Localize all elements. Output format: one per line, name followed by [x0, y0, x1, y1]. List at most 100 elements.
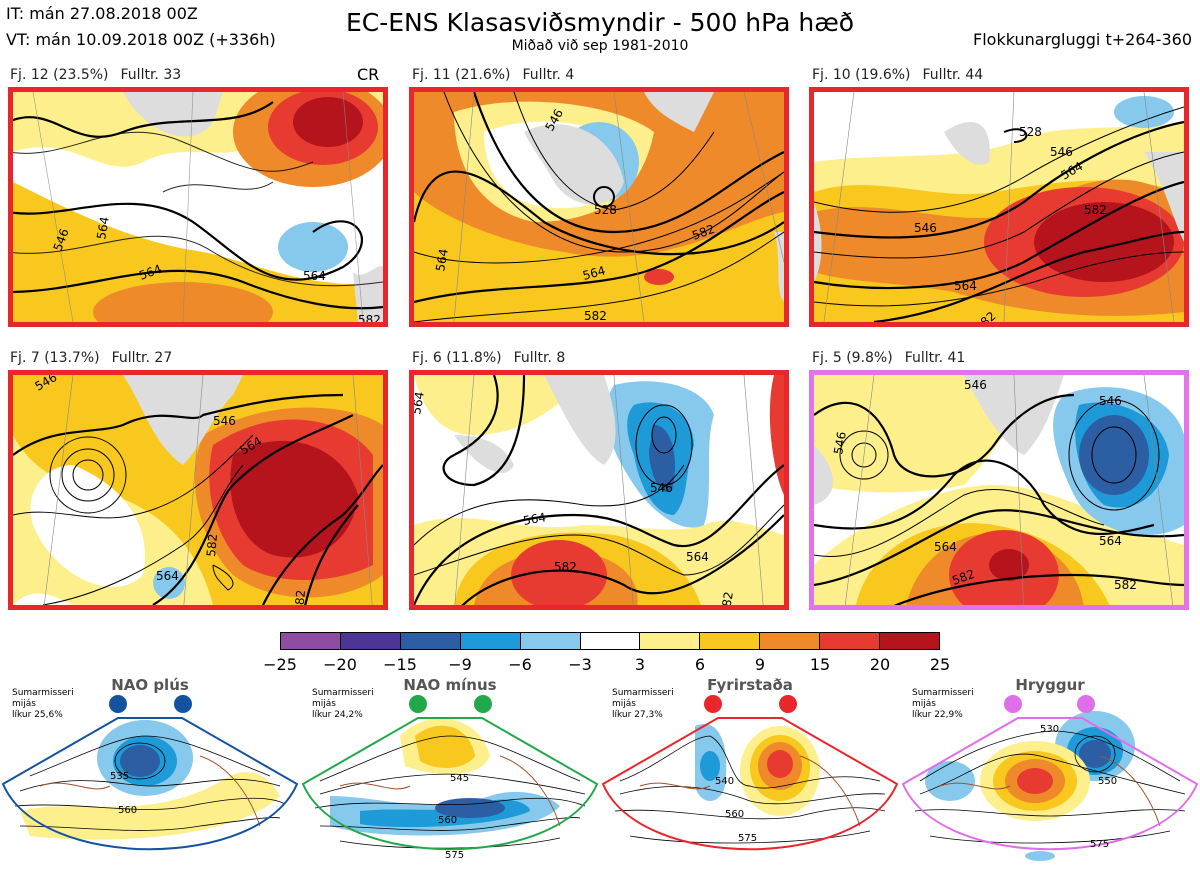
contour-label: 564 — [303, 269, 326, 283]
colorbar-segment — [880, 633, 939, 649]
cluster-representative: Fulltr. 44 — [922, 67, 984, 83]
colorbar-segment — [340, 633, 401, 649]
contour-label: 582 — [292, 589, 308, 610]
regime-season: Sumarmisseri — [912, 688, 974, 698]
page-title: EC-ENS Klasasviðsmyndir - 500 hPa hæð — [345, 8, 855, 37]
contour-label: 540 — [715, 776, 734, 787]
colorbar-segment — [760, 633, 821, 649]
cr-label: CR — [357, 65, 380, 84]
regime-map: 545 560 575 NAO mínus Sumarmisseri mijás… — [300, 676, 600, 871]
regime-season: Sumarmisseri — [612, 688, 674, 698]
regime-map: 540 560 575 Fyrirstaða Sumarmisseri mijá… — [600, 676, 900, 871]
cluster-name: Fj. 7 (13.7%) — [10, 350, 100, 366]
contour-label: 575 — [445, 850, 464, 861]
colorbar-tick: −20 — [323, 655, 357, 674]
regime-season: Sumarmisseri — [312, 688, 374, 698]
regime-marker-dot — [109, 695, 127, 713]
contour-label: 564 — [581, 263, 607, 282]
contour-label: 564 — [433, 248, 451, 273]
regime-marker-dot — [779, 695, 797, 713]
regime-name: NAO plús — [111, 676, 189, 694]
cluster-representative: Fulltr. 4 — [522, 67, 575, 83]
map-canvas: 546 546 546 564 564 582 582 — [814, 375, 1184, 605]
cluster-name: Fj. 10 (19.6%) — [812, 67, 911, 83]
cluster-label: Fj. 10 (19.6%) Fulltr. 44 — [812, 67, 995, 83]
contour-label: 546 — [1050, 145, 1073, 159]
cluster-label: Fj. 12 (23.5%) Fulltr. 33 — [10, 67, 193, 83]
regime-probability: líkur 25,6% — [12, 710, 63, 720]
regime-marker-dot — [1077, 695, 1095, 713]
cluster-representative: Fulltr. 41 — [904, 350, 966, 366]
regime-name: Hryggur — [1015, 676, 1085, 694]
regime-map: 530 550 575 Hryggur Sumarmisseri mijás l… — [900, 676, 1200, 871]
contour-label: 546 — [650, 481, 673, 495]
cluster-name: Fj. 12 (23.5%) — [10, 67, 109, 83]
regime-canvas: 535 560 — [1, 695, 299, 851]
colorbar — [280, 632, 940, 650]
contour-label: 582 — [358, 313, 381, 322]
contour-label: 582 — [204, 533, 220, 557]
map-canvas: 546 564 564 564 582 — [13, 92, 383, 322]
map-canvas: 564 546 528 564 582 582 — [414, 92, 784, 322]
cluster-label: Fj. 7 (13.7%) Fulltr. 27 — [10, 350, 184, 366]
contour-label: 546 — [1099, 394, 1122, 408]
contour-label: 582 — [1084, 203, 1107, 217]
map-canvas: 546 546 564 564 582 582 — [13, 375, 383, 610]
regime-marker-dot — [174, 695, 192, 713]
classification-window: Flokkunargluggi t+264-360 — [973, 30, 1192, 49]
colorbar-segment — [400, 633, 461, 649]
colorbar-segment — [640, 633, 701, 649]
map-canvas: 528 546 546 564 582 564 582 — [814, 92, 1184, 322]
regime-probability: líkur 27,3% — [612, 710, 663, 720]
regime-map: 535 560 NAO plús Sumarmisseri mijás líku… — [0, 676, 300, 871]
regime-info: Sumarmisseri mijás líkur 22,9% — [912, 688, 974, 721]
contour-label: 582 — [584, 309, 607, 322]
regime-marker-dot — [409, 695, 427, 713]
regime-metric: mijás — [12, 699, 36, 709]
contour-label: 530 — [1040, 724, 1059, 735]
colorbar-tick: 15 — [809, 655, 831, 674]
colorbar-segment — [700, 633, 761, 649]
regime-marker-dot — [474, 695, 492, 713]
cluster-map: 528 546 546 564 582 564 582 — [809, 87, 1189, 327]
contour-label: 564 — [522, 510, 547, 528]
cluster-map: 546 546 564 564 582 582 — [8, 370, 388, 610]
regime-canvas: 545 560 575 — [301, 695, 599, 861]
colorbar-tick: 9 — [754, 655, 766, 674]
map-canvas: 564 546 564 564 582 582 — [414, 375, 784, 610]
contour-label: 582 — [718, 591, 736, 610]
colorbar-tick: 3 — [634, 655, 646, 674]
contour-label: 546 — [831, 431, 849, 456]
cluster-representative: Fulltr. 27 — [111, 350, 173, 366]
regime-canvas: 540 560 575 — [601, 695, 899, 851]
contour-label: 575 — [738, 833, 757, 844]
colorbar-tick: −25 — [263, 655, 297, 674]
page-subtitle: Miðað við sep 1981-2010 — [511, 38, 689, 54]
regime-marker-dot — [1004, 695, 1022, 713]
contour-label: 546 — [964, 378, 987, 392]
contour-label: 582 — [554, 560, 577, 574]
contour-label: 564 — [954, 279, 977, 293]
contour-label: 546 — [914, 221, 937, 235]
colorbar-tick: 6 — [694, 655, 706, 674]
regime-info: Sumarmisseri mijás líkur 24,2% — [312, 688, 374, 721]
contour-label: 560 — [725, 809, 744, 820]
regime-marker-dot — [704, 695, 722, 713]
colorbar-segment — [281, 633, 341, 649]
contour-label: 560 — [118, 805, 137, 816]
regime-metric: mijás — [612, 699, 636, 709]
contour-label: 528 — [594, 203, 617, 217]
cluster-label: Fj. 11 (21.6%) Fulltr. 4 — [412, 67, 586, 83]
regime-name: Fyrirstaða — [707, 676, 793, 694]
colorbar-tick: −3 — [568, 655, 592, 674]
contour-label: 550 — [1098, 776, 1117, 787]
cluster-map: 564 546 528 564 582 582 — [409, 87, 789, 327]
contour-label: 564 — [1099, 534, 1122, 548]
regime-metric: mijás — [912, 699, 936, 709]
initial-time: IT: mán 27.08.2018 00Z — [6, 4, 198, 23]
contour-label: 535 — [110, 771, 129, 782]
colorbar-tick: −6 — [508, 655, 532, 674]
colorbar-tick: 25 — [929, 655, 951, 674]
contour-label: 564 — [934, 540, 957, 554]
cluster-label: Fj. 5 (9.8%) Fulltr. 41 — [812, 350, 977, 366]
